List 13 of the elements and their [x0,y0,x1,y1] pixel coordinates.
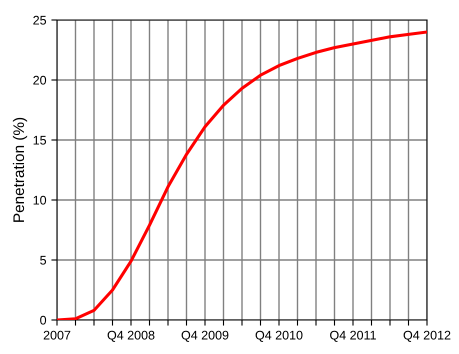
x-tick-label: Q4 2009 [182,330,228,342]
x-tick-label: Q4 2011 [330,330,376,342]
y-axis-title: Penetration (%) [12,118,28,222]
x-tick-label: Q4 2012 [404,330,450,342]
y-tick-label: 20 [33,76,46,85]
x-tick-label: Q4 2010 [256,330,302,342]
y-tick-label: 0 [40,316,46,325]
x-tick-label: Q4 2008 [108,330,154,342]
y-tick-label: 5 [40,256,46,265]
y-tick-label: 15 [34,136,46,145]
y-tick-label: 25 [33,16,46,25]
y-tick-label: 10 [34,196,46,205]
x-tick-label: 2007 [44,330,70,340]
